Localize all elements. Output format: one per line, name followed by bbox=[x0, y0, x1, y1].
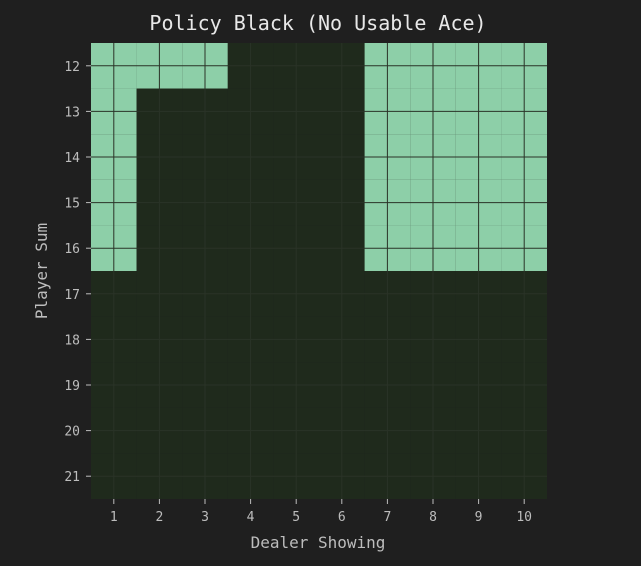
x-tick-label: 6 bbox=[338, 510, 346, 525]
x-tick-label: 5 bbox=[292, 510, 300, 525]
y-tick-label: 15 bbox=[64, 197, 80, 212]
x-tick-label: 3 bbox=[201, 510, 209, 525]
x-tick-label: 8 bbox=[429, 510, 437, 525]
x-tick-label: 9 bbox=[475, 510, 483, 525]
x-axis-label: Dealer Showing bbox=[251, 533, 386, 552]
x-tick-label: 1 bbox=[110, 510, 118, 525]
y-tick-label: 20 bbox=[64, 425, 80, 440]
y-tick-label: 18 bbox=[64, 333, 80, 348]
x-tick-label: 7 bbox=[383, 510, 391, 525]
y-tick-label: 16 bbox=[64, 242, 80, 257]
plot-area bbox=[91, 43, 547, 499]
x-tick-label: 2 bbox=[155, 510, 163, 525]
y-tick-label: 19 bbox=[64, 379, 80, 394]
y-tick-label: 12 bbox=[64, 60, 80, 75]
y-axis-ticks: 12 13 14 15 16 17 18 19 20 21 bbox=[64, 60, 91, 485]
y-tick-label: 17 bbox=[64, 288, 80, 303]
y-axis-label: Player Sum bbox=[32, 223, 51, 319]
chart-title: Policy Black (No Usable Ace) bbox=[149, 11, 486, 35]
x-tick-label: 10 bbox=[516, 510, 532, 525]
y-tick-label: 21 bbox=[64, 470, 80, 485]
y-tick-label: 14 bbox=[64, 151, 80, 166]
x-axis-ticks: 1 2 3 4 5 6 7 8 9 10 bbox=[110, 499, 532, 525]
x-tick-label: 4 bbox=[247, 510, 255, 525]
y-tick-label: 13 bbox=[64, 105, 80, 120]
